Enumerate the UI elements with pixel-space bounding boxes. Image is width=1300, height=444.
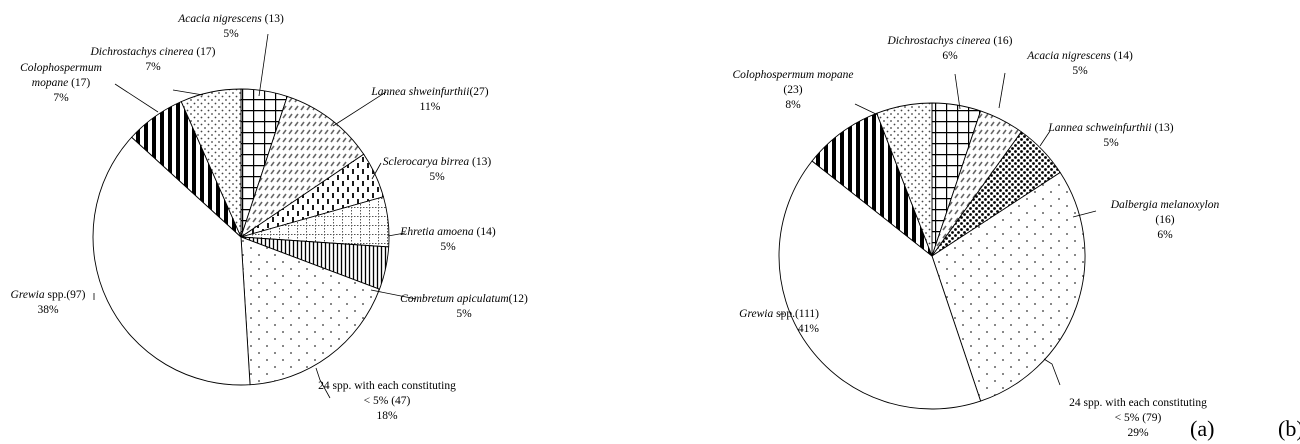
leader-line [332, 91, 387, 127]
pie-slice-5 [778, 160, 982, 410]
pie-slices [778, 102, 1086, 410]
pie-slice-9 [180, 88, 242, 238]
species-name: Dichrostachys cinerea [90, 46, 194, 58]
panel-label: (a) [1190, 416, 1214, 441]
slice-label: Ehretia amoena (14) 5% [399, 226, 496, 253]
pie-slices [92, 88, 390, 386]
pie-chart-a: Acacia nigrescens (13) 5% Lannea shweinfur… [11, 13, 1215, 441]
slice-label: Sclerocarya birrea (13) 5% [383, 156, 492, 183]
leader-line [114, 83, 159, 113]
count-label: (17) [68, 77, 90, 89]
leader-line [258, 33, 269, 97]
species-name: Acacia nigrescens [177, 13, 262, 25]
slice-label: Grewia spp.(97) 38% [11, 289, 86, 316]
slice-label: Lannea shweinfurthii(27) 11% [370, 86, 488, 113]
species-name: Lannea schweinfurthii [1047, 122, 1151, 134]
slice-label: Colophospermum mopane (17) 7% [20, 62, 102, 104]
species-name: Lannea shweinfurthii [370, 86, 469, 98]
percent-label: 5% [1103, 137, 1119, 149]
slice-label: Combretum apiculatum(12) 5% [400, 293, 528, 320]
percent-label: 29% [1127, 427, 1149, 439]
species-name: mopane [32, 77, 68, 89]
species-name: Colophospermum [20, 62, 102, 74]
count-label: (27) [469, 86, 488, 98]
pie-slice-7 [92, 136, 251, 386]
slice-labels: Acacia nigrescens (14) 5%Lannea schweinfu… [732, 35, 1219, 439]
panel-label: (b) [1278, 416, 1300, 441]
leader-line [1043, 358, 1061, 386]
count-label: 24 spp. with each constituting [318, 380, 456, 392]
species-name: Combretum apiculatum [400, 293, 509, 305]
pie-chart-b: Acacia nigrescens (14) 5%Lannea schweinfu… [732, 35, 1300, 441]
slice-label: 24 spp. with each constituting < 5% (79) 2… [1069, 397, 1207, 439]
count-label: (14) [474, 226, 496, 238]
percent-label: 5% [223, 28, 239, 40]
slice-label: Dichrostachys cinerea (17) 7% [90, 46, 216, 73]
count-label: (13) [262, 13, 284, 25]
slice-label: Dichrostachys cinerea (16) 6% [887, 35, 1013, 62]
leader-line [172, 89, 204, 96]
pie-slice-7 [876, 102, 933, 257]
pie-slice-6 [240, 236, 381, 386]
count-label: < 5% (79) [1115, 412, 1162, 424]
percent-label: 5% [429, 171, 445, 183]
species-name: Grewia [11, 289, 45, 301]
leader-line [954, 73, 961, 110]
count-label: 24 spp. with each constituting [1069, 397, 1207, 409]
species-name: Dichrostachys cinerea [887, 35, 991, 47]
leader-line [387, 232, 406, 237]
percent-label: 6% [1157, 229, 1173, 241]
slice-label: Grewia spp.(111) 41% [739, 308, 819, 335]
slice-label: Lannea schweinfurthii (13) 5% [1047, 122, 1173, 149]
leader-line [371, 162, 382, 180]
leader-line [854, 103, 879, 116]
count-label: (13) [1152, 122, 1174, 134]
slice-label: Colophospermum mopane (23) 8% [732, 69, 853, 111]
count-label: (13) [469, 156, 491, 168]
count-label: spp.(97) [45, 289, 86, 301]
count-label: spp.(111) [773, 308, 819, 320]
slice-labels: Acacia nigrescens (13) 5% Lannea shweinfur… [11, 13, 528, 422]
species-name: Colophospermum mopane [732, 69, 853, 81]
percent-label: 7% [53, 92, 69, 104]
percent-label: 41% [798, 323, 820, 335]
slice-label: 24 spp. with each constituting < 5% (47) 1… [318, 380, 456, 422]
count-label: (16) [1155, 214, 1174, 226]
count-label: (17) [193, 46, 215, 58]
species-name: Grewia [739, 308, 773, 320]
leader-line [1039, 130, 1051, 147]
pie-slice-2 [240, 95, 365, 239]
count-label: (16) [990, 35, 1012, 47]
percent-label: 18% [376, 410, 398, 422]
count-label: < 5% (47) [364, 395, 411, 407]
slice-label: Acacia nigrescens (13) 5% [177, 13, 284, 40]
species-name: Ehretia amoena [399, 226, 474, 238]
slice-label: Acacia nigrescens (14) 5% [1026, 50, 1133, 77]
percent-label: 6% [942, 50, 958, 62]
percent-label: 8% [785, 99, 801, 111]
percent-label: 5% [1072, 65, 1088, 77]
percent-label: 38% [37, 304, 59, 316]
count-label: (12) [509, 293, 528, 305]
leader-line [370, 289, 417, 300]
species-name: Sclerocarya birrea [383, 156, 470, 168]
count-label: (14) [1111, 50, 1133, 62]
leader-line [1072, 210, 1097, 218]
species-name: Acacia nigrescens [1026, 50, 1111, 62]
percent-label: 11% [420, 101, 441, 113]
leader-line [315, 367, 331, 399]
species-name: Dalbergia melanoxylon [1110, 199, 1220, 211]
leader-line [998, 72, 1006, 109]
count-label: (23) [783, 84, 802, 96]
slice-label: Dalbergia melanoxylon (16) 6% [1110, 199, 1220, 241]
percent-label: 5% [456, 308, 472, 320]
pie-slice-4 [931, 171, 1086, 402]
percent-label: 7% [145, 61, 161, 73]
percent-label: 5% [440, 241, 456, 253]
